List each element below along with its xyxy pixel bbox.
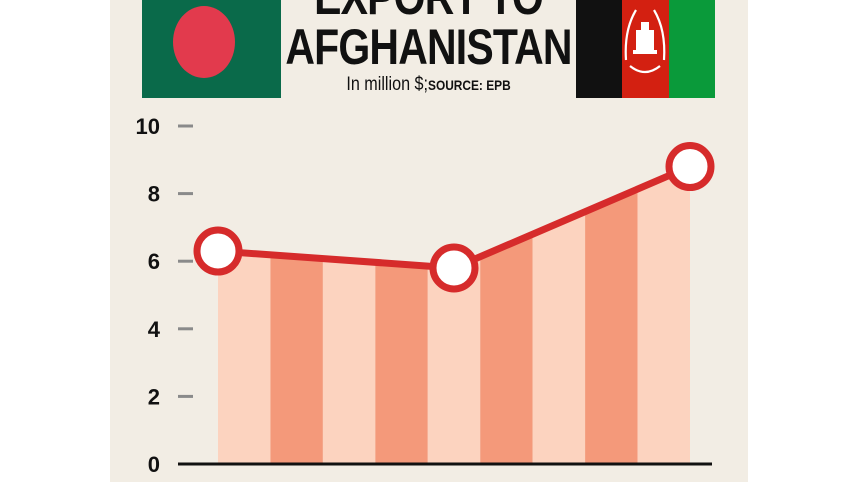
series-layer — [193, 142, 715, 293]
decorative-bar — [322, 258, 376, 464]
afghanistan-emblem-icon — [624, 9, 666, 74]
chart-title-line-2: AFGHANISTAN — [285, 19, 572, 75]
chart-title-line-1: EXPORT TO — [77, 0, 780, 22]
flag-red-disc — [173, 6, 235, 78]
bangladesh-flag-icon — [142, 0, 281, 98]
y-tick-label: 8 — [148, 182, 160, 207]
decorative-bar — [480, 234, 533, 464]
decorative-bar — [218, 251, 271, 464]
afghanistan-flag-icon — [576, 0, 715, 98]
y-tick-label: 10 — [136, 114, 160, 139]
y-axis: 0 2 4 6 8 10 — [136, 114, 712, 477]
y-tick-label: 4 — [148, 317, 161, 342]
decorative-bar — [427, 256, 481, 464]
y-tick-label: 6 — [148, 249, 160, 274]
data-point-marker — [665, 142, 715, 192]
chart-subtitle: In million $;SOURCE: EPB — [64, 74, 792, 96]
decorative-bar — [375, 262, 428, 464]
data-point-marker — [429, 243, 479, 293]
flag-stripe-green — [668, 0, 715, 98]
y-tick-label: 0 — [148, 452, 160, 477]
decorative-bars — [218, 166, 690, 465]
decorative-bar — [637, 166, 690, 464]
decorative-bar — [585, 189, 638, 465]
y-tick-label: 2 — [148, 384, 160, 409]
decorative-bar — [270, 254, 323, 464]
flag-stripe-black — [576, 0, 623, 98]
source-label: SOURCE: EPB — [428, 77, 511, 93]
decorative-bar — [532, 211, 586, 464]
units-label: In million $; — [346, 74, 429, 95]
data-point-marker — [193, 226, 243, 276]
